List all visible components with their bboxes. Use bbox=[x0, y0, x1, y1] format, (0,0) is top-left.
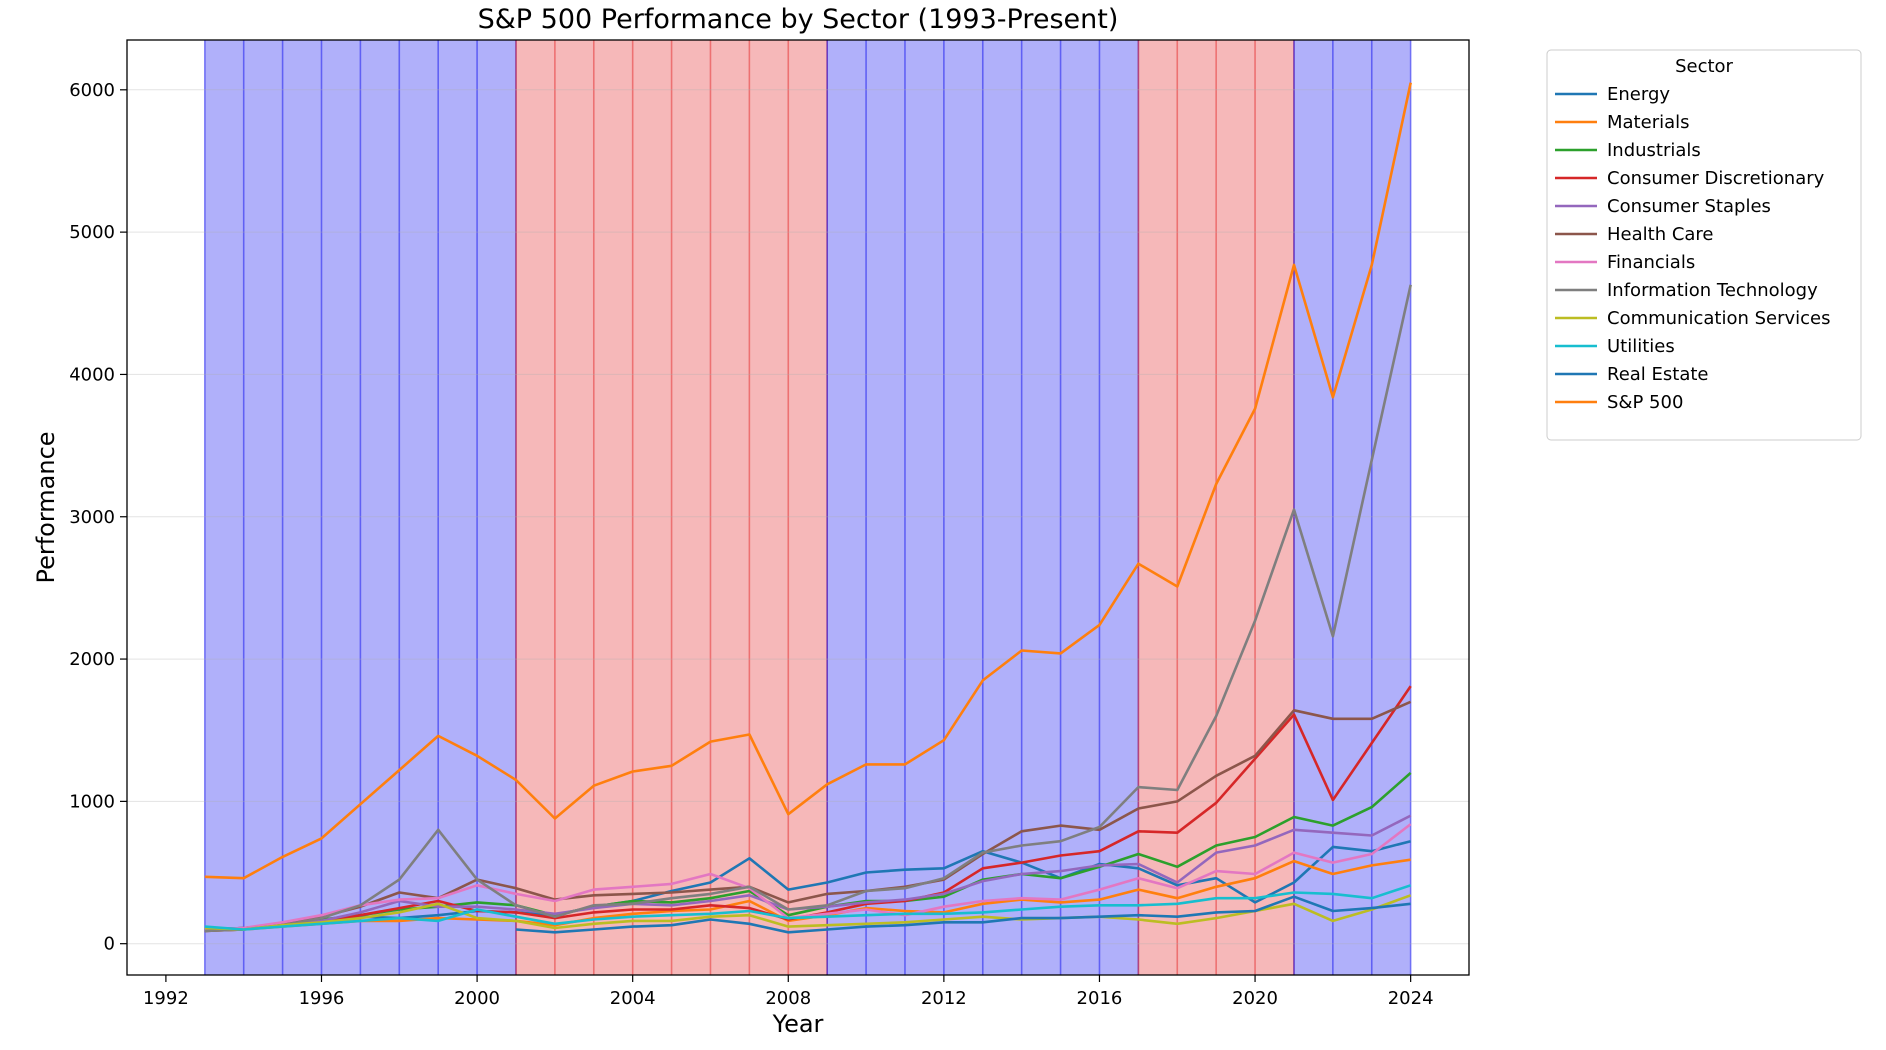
background-span-0 bbox=[204, 40, 516, 975]
x-tick-label: 2000 bbox=[454, 988, 500, 1009]
series-line-s-p-500 bbox=[204, 82, 1412, 880]
legend-label-industrials: Industrials bbox=[1607, 140, 1701, 161]
plot-frame bbox=[126, 39, 1470, 976]
legend-label-utilities: Utilities bbox=[1607, 336, 1675, 357]
y-tick-label: 1000 bbox=[69, 791, 115, 812]
legend-title: Sector bbox=[1675, 56, 1733, 77]
x-axis-label: Year bbox=[772, 1010, 824, 1038]
legend-label-consumer-staples: Consumer Staples bbox=[1607, 196, 1771, 217]
y-tick-label: 4000 bbox=[69, 364, 115, 385]
x-tick-label: 1996 bbox=[299, 988, 345, 1009]
legend: Sector Energy Materials Industrials Consume… bbox=[1546, 49, 1862, 441]
legend-label-materials: Materials bbox=[1607, 112, 1690, 133]
series-line-utilities bbox=[204, 884, 1412, 931]
legend-label-energy: Energy bbox=[1607, 84, 1670, 105]
y-tick-label: 2000 bbox=[69, 649, 115, 670]
x-tick-label: 2008 bbox=[765, 988, 811, 1009]
series-line-industrials bbox=[204, 771, 1412, 933]
legend-label-consumer-discretionary: Consumer Discretionary bbox=[1607, 168, 1825, 189]
legend-box bbox=[1546, 49, 1862, 441]
background-span-1 bbox=[515, 40, 828, 975]
series-line-financials bbox=[204, 823, 1412, 931]
y-tick-label: 0 bbox=[104, 934, 115, 955]
y-tick-label: 5000 bbox=[69, 222, 115, 243]
series-line-real-estate bbox=[515, 895, 1411, 934]
x-tick-label: 2016 bbox=[1077, 988, 1123, 1009]
legend-label-information-technology: Information Technology bbox=[1607, 280, 1818, 301]
legend-label-health-care: Health Care bbox=[1607, 224, 1714, 245]
x-tick-label: 2020 bbox=[1232, 988, 1278, 1009]
x-tick-label: 2024 bbox=[1388, 988, 1434, 1009]
series-line-information-technology bbox=[204, 284, 1412, 933]
y-tick-label: 3000 bbox=[69, 507, 115, 528]
background-spans bbox=[203, 40, 1412, 975]
background-span-4 bbox=[1293, 40, 1411, 975]
chart-title: S&P 500 Performance by Sector (1993-Pres… bbox=[478, 4, 1119, 35]
x-tick-label: 2012 bbox=[921, 988, 967, 1009]
x-axis-ticks: 1992 1996 2000 2004 2008 2012 2016 2020 2024 bbox=[143, 975, 1434, 1009]
series-line-health-care bbox=[204, 700, 1412, 933]
grid-lines bbox=[127, 89, 1469, 945]
x-tick-label: 2004 bbox=[610, 988, 656, 1009]
x-tick-label: 1992 bbox=[143, 988, 189, 1009]
legend-items: Energy Materials Industrials Consumer Discr… bbox=[1555, 84, 1831, 413]
legend-label-real-estate: Real Estate bbox=[1607, 364, 1709, 385]
series-lines bbox=[204, 82, 1412, 934]
y-tick-label: 6000 bbox=[69, 80, 115, 101]
legend-label-s-p-500: S&P 500 bbox=[1607, 392, 1683, 413]
legend-label-financials: Financials bbox=[1607, 252, 1695, 273]
y-axis-ticks: 0 1000 2000 3000 4000 5000 6000 bbox=[69, 80, 127, 955]
legend-label-communication-services: Communication Services bbox=[1607, 308, 1831, 329]
background-span-2 bbox=[827, 40, 1139, 975]
series-line-communication-services bbox=[204, 894, 1412, 931]
background-span-3 bbox=[1138, 40, 1294, 975]
y-axis-label: Performance bbox=[32, 431, 60, 583]
